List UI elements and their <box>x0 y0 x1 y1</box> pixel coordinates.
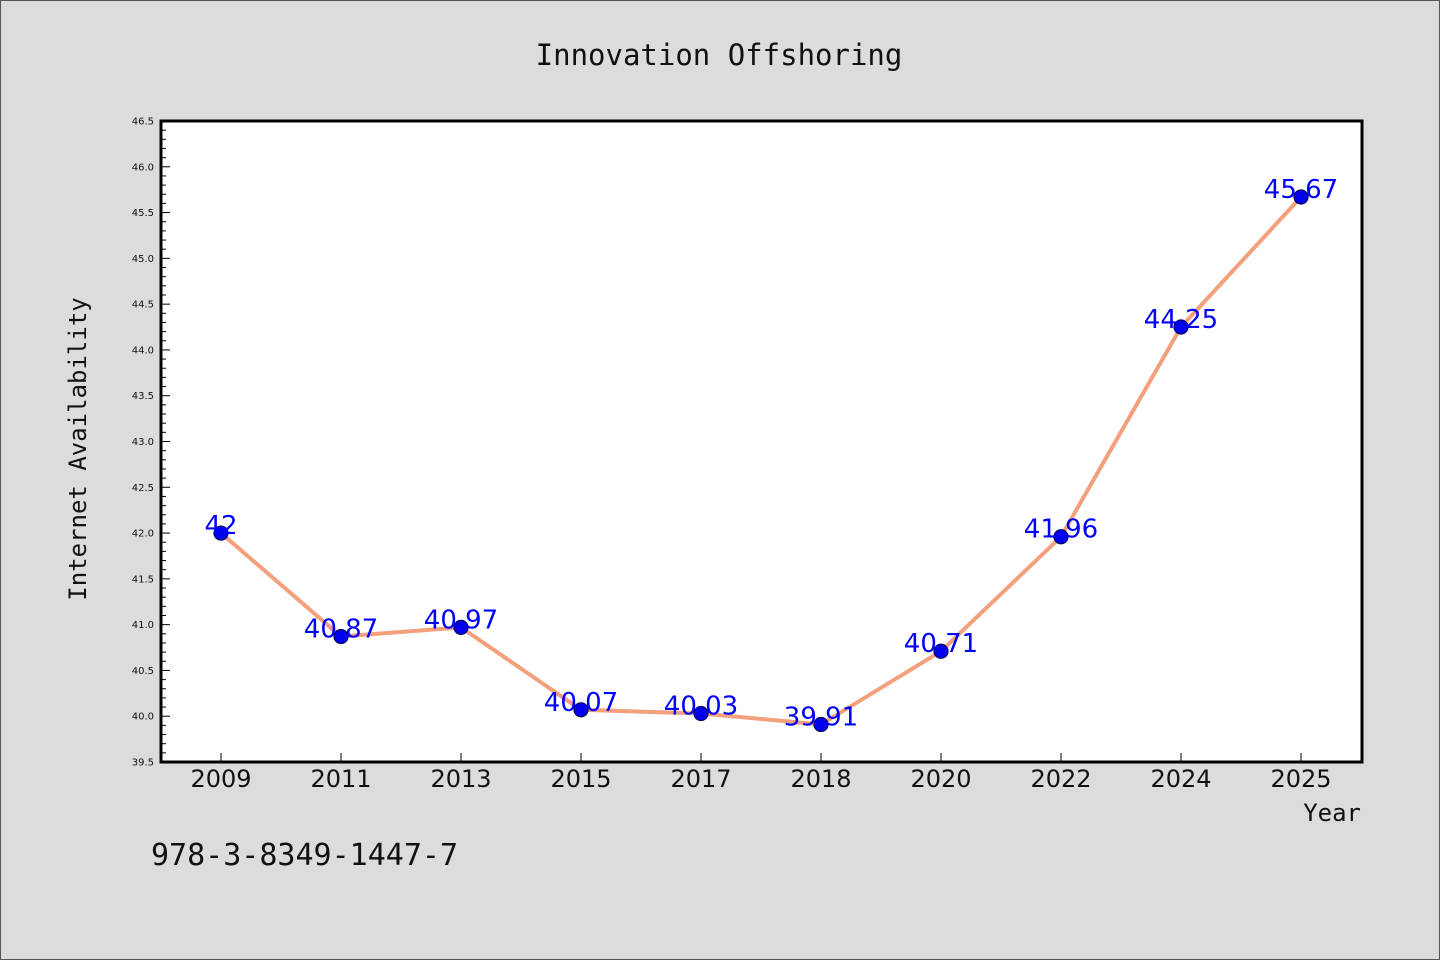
y-tick-label: 43.5 <box>132 391 154 402</box>
data-label: 45.67 <box>1264 175 1338 205</box>
data-point-marker <box>693 705 709 722</box>
y-tick-label: 42.5 <box>132 483 154 494</box>
y-tick-label: 46.0 <box>132 162 154 173</box>
y-tick-label: 40.0 <box>132 712 154 723</box>
x-tick-label: 2024 <box>1150 765 1211 793</box>
data-point-marker <box>1173 319 1189 335</box>
y-tick-label: 40.5 <box>132 666 154 677</box>
data-label: 41.96 <box>1024 515 1098 545</box>
data-label: 40.97 <box>424 605 498 635</box>
data-point-marker <box>1053 529 1069 545</box>
x-tick-label: 2017 <box>670 765 731 793</box>
x-tick-label: 2009 <box>190 765 251 793</box>
y-tick-label: 41.5 <box>132 574 154 585</box>
data-label: 40.71 <box>904 629 978 659</box>
y-tick-label: 39.5 <box>132 758 154 769</box>
y-tick-label: 43.0 <box>132 437 154 448</box>
y-tick-label: 44.5 <box>132 300 154 311</box>
data-point-marker <box>813 716 829 733</box>
data-label: 39.91 <box>784 702 858 732</box>
y-axis-label: Internet Availability <box>64 297 92 600</box>
chart-title: Innovation Offshoring <box>536 38 903 72</box>
y-tick-label: 44.0 <box>132 345 154 356</box>
x-tick-label: 2015 <box>550 765 611 793</box>
data-label: 42 <box>204 511 237 541</box>
data-point-marker <box>213 525 229 541</box>
y-tick-label: 45.0 <box>132 254 154 265</box>
data-label: 40.03 <box>664 691 738 721</box>
data-point-marker <box>453 619 469 635</box>
y-tick-label: 42.0 <box>132 529 154 540</box>
y-tick-label: 46.5 <box>132 117 154 128</box>
y-tick-label: 45.5 <box>132 208 154 219</box>
data-point-marker <box>573 702 589 718</box>
data-labels-layer: 42 40.87 40.97 40.07 40.03 39.91 40.71 41.96 44.… <box>204 175 1338 732</box>
x-axis-label: Year <box>1303 799 1361 827</box>
data-label: 40.07 <box>544 688 618 718</box>
x-tick-label: 2018 <box>790 765 851 793</box>
x-axis-ticks: 2009 2011 2013 2015 2017 2018 2020 2022 2024 2025 <box>190 753 1332 793</box>
x-tick-label: 2013 <box>430 765 491 793</box>
x-tick-label: 2011 <box>310 765 371 793</box>
data-point-marker <box>333 628 349 645</box>
series-layer <box>213 189 1309 733</box>
y-axis-ticks: 39.5 40.0 40.5 41.0 41.5 42.0 42.5 43.0 43.5 44.0… <box>132 117 170 769</box>
x-tick-label: 2022 <box>1030 765 1091 793</box>
data-point-marker <box>1293 189 1309 205</box>
series-line <box>219 195 1303 727</box>
data-label: 44.25 <box>1144 305 1218 335</box>
footer-isbn: 978-3-8349-1447-7 <box>151 838 458 873</box>
x-tick-label: 2025 <box>1270 765 1331 793</box>
x-tick-label: 2020 <box>910 765 971 793</box>
plot-area <box>159 119 1364 764</box>
data-point-marker <box>933 643 949 659</box>
y-tick-label: 41.0 <box>132 620 154 631</box>
data-label: 40.87 <box>304 615 378 645</box>
